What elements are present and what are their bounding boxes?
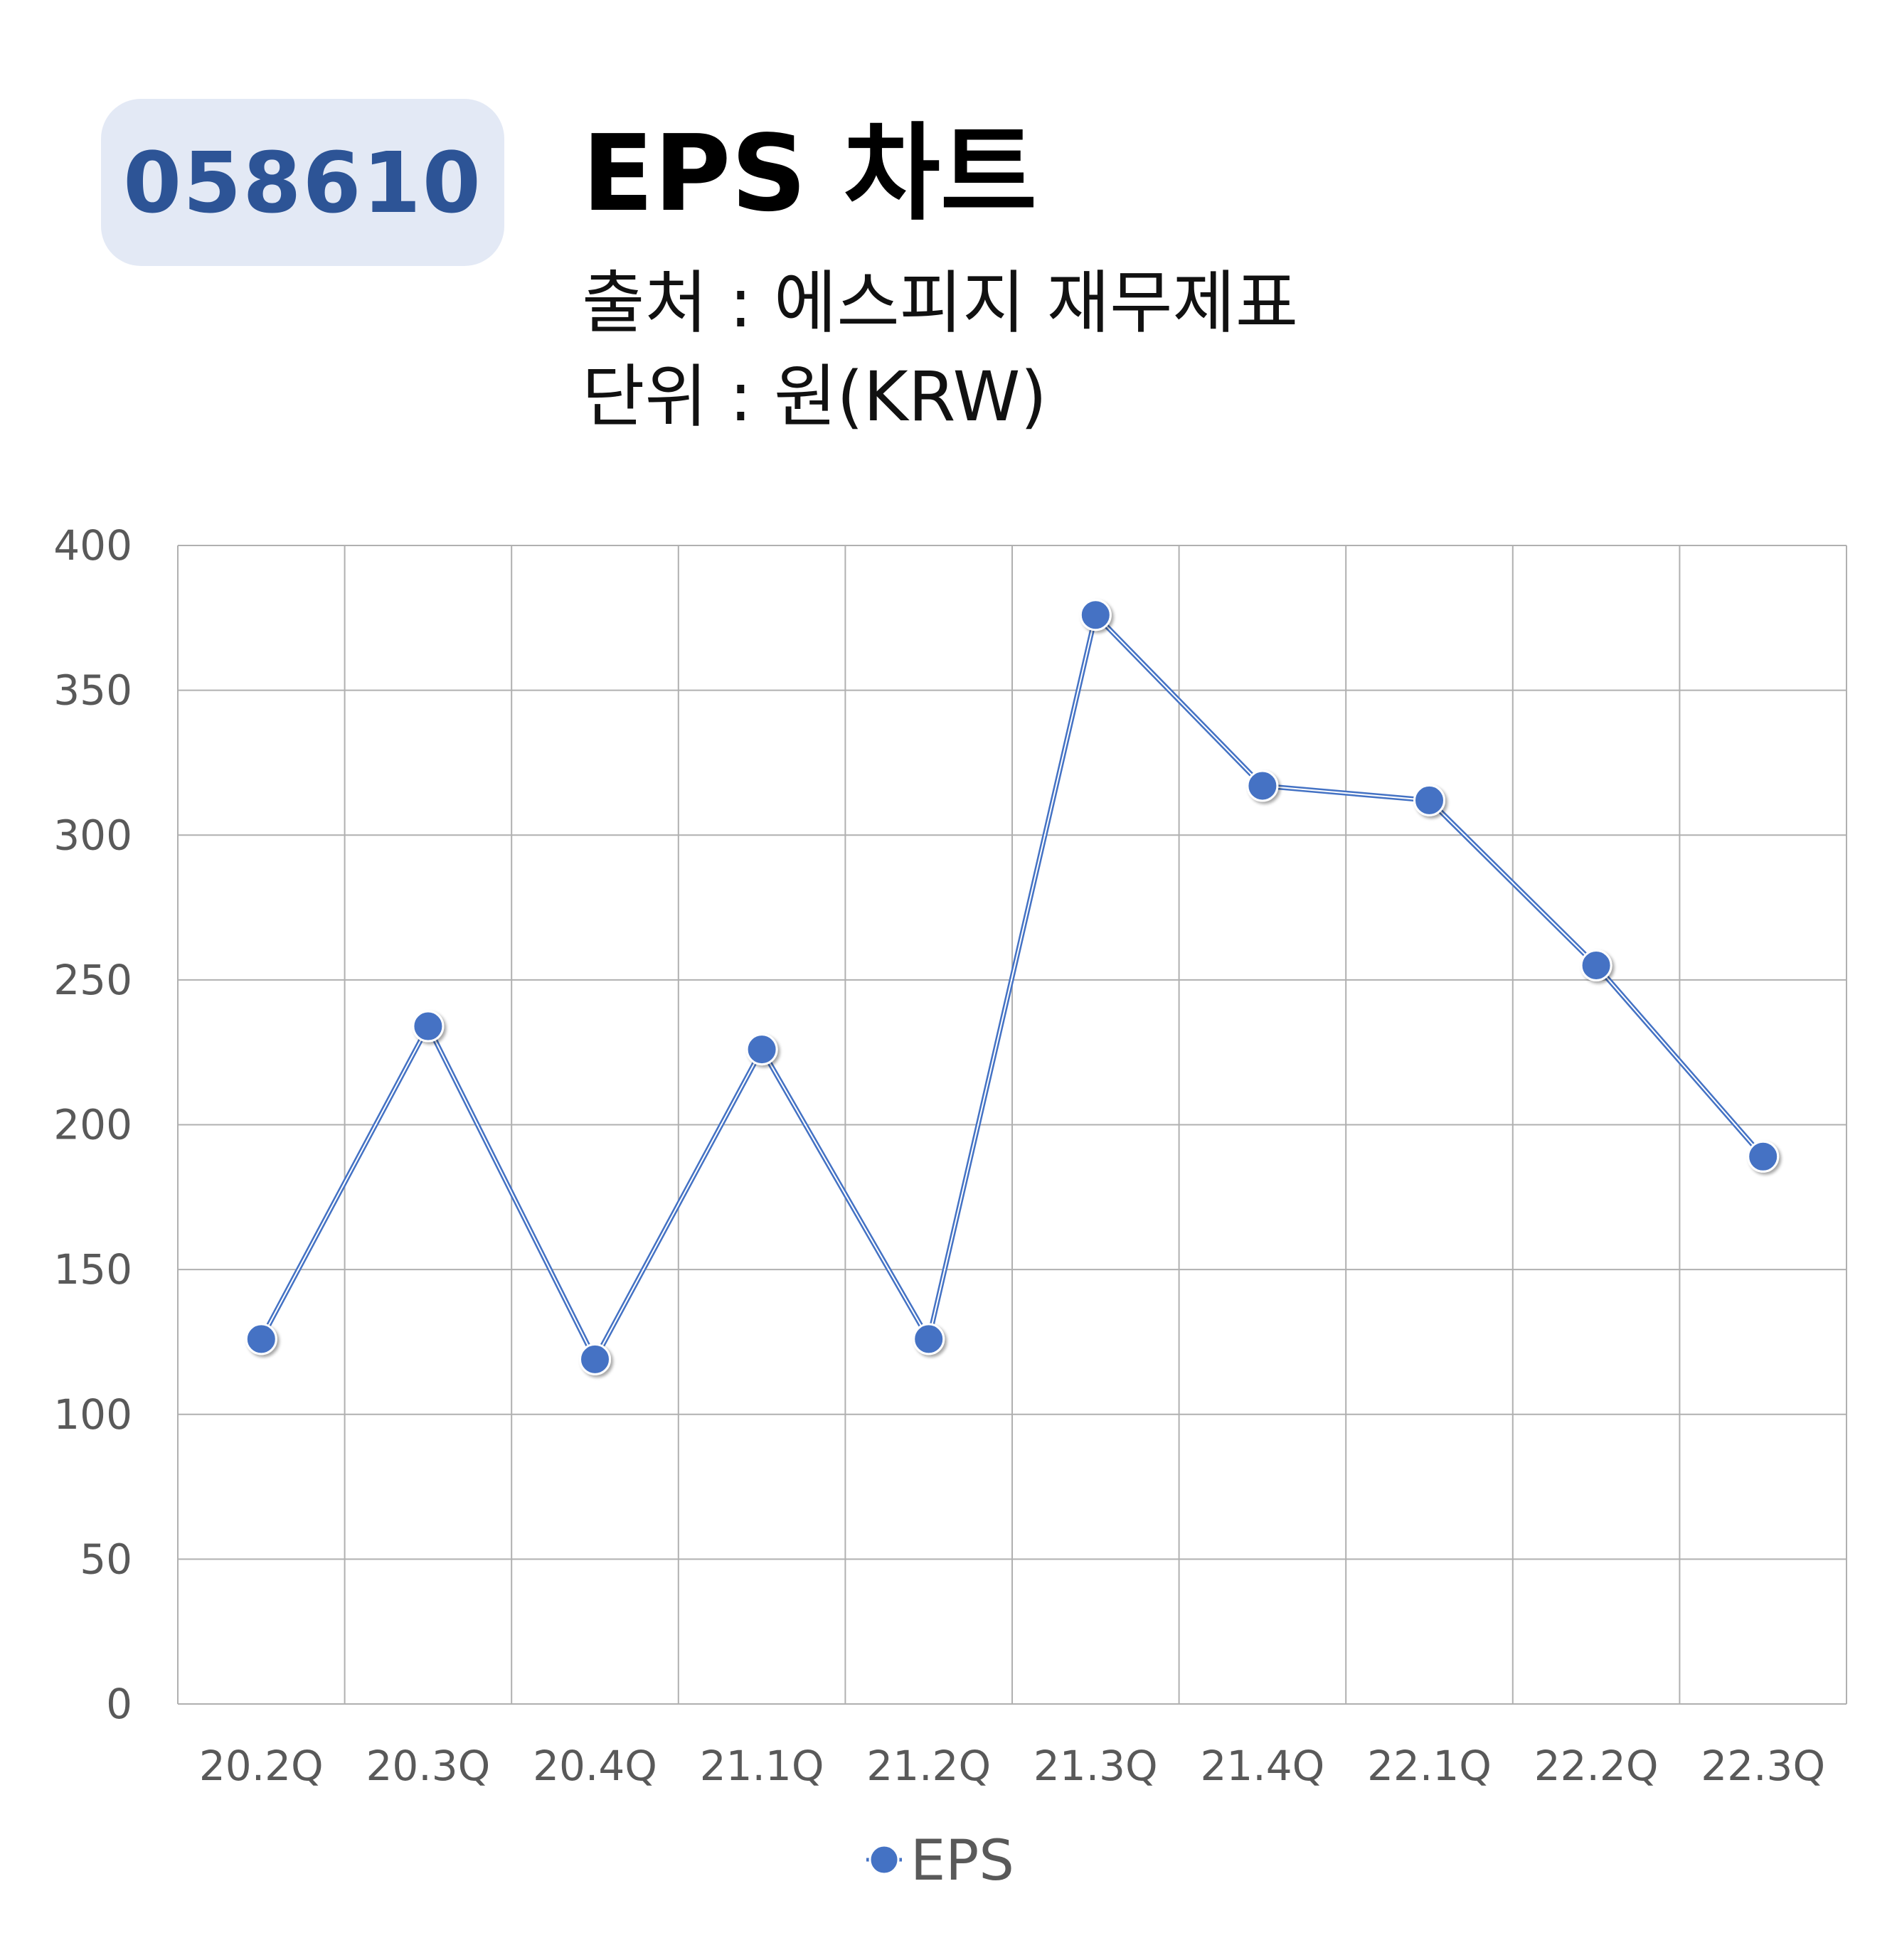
data-point	[1079, 599, 1112, 632]
data-point	[245, 1323, 277, 1356]
unit-note: 단위 : 원(KRW)	[582, 357, 1047, 437]
ticker-code: 058610	[123, 133, 482, 232]
x-tick-label: 21.3Q	[1033, 1742, 1158, 1790]
legend-marker	[868, 1844, 900, 1875]
series-line-highlight	[260, 614, 1764, 1360]
x-tick-label: 22.1Q	[1367, 1742, 1492, 1790]
grid	[177, 545, 1847, 1705]
x-tick-label: 20.4Q	[533, 1742, 657, 1790]
y-tick-label: 50	[80, 1535, 132, 1583]
y-tick-label: 100	[53, 1390, 132, 1439]
legend: EPS	[866, 1829, 1014, 1893]
x-axis-ticks: 20.2Q 20.3Q 20.4Q 21.1Q 21.2Q 21.3Q 21.4Q 22.1Q…	[199, 1742, 1825, 1790]
y-tick-label: 250	[53, 956, 132, 1004]
series-eps	[245, 599, 1780, 1375]
y-tick-label: 300	[53, 811, 132, 859]
data-point	[913, 1323, 945, 1356]
data-point	[1747, 1140, 1780, 1173]
x-tick-label: 21.4Q	[1201, 1742, 1325, 1790]
y-tick-label: 200	[53, 1101, 132, 1149]
data-point	[745, 1033, 778, 1066]
x-tick-label: 20.2Q	[199, 1742, 324, 1790]
legend-label: EPS	[910, 1829, 1014, 1893]
y-tick-label: 0	[106, 1680, 132, 1728]
ticker-badge: 058610	[101, 99, 504, 266]
x-tick-label: 21.2Q	[866, 1742, 991, 1790]
data-point	[1580, 949, 1612, 982]
x-tick-label: 21.1Q	[700, 1742, 824, 1790]
chart-title: EPS 차트	[582, 112, 1038, 235]
x-tick-label: 20.3Q	[366, 1742, 491, 1790]
source-note: 출처 : 에스피지 재무제표	[582, 263, 1299, 343]
data-point	[579, 1343, 611, 1375]
x-tick-label: 22.2Q	[1534, 1742, 1659, 1790]
data-point	[412, 1010, 445, 1043]
data-point	[1413, 784, 1445, 816]
y-tick-label: 400	[53, 521, 132, 570]
x-tick-label: 22.3Q	[1701, 1742, 1825, 1790]
data-point	[1246, 769, 1279, 802]
y-tick-label: 350	[53, 666, 132, 715]
y-tick-label: 150	[53, 1245, 132, 1294]
y-axis-ticks: 0 50 100 150 200 250 300 350 400	[53, 521, 132, 1728]
